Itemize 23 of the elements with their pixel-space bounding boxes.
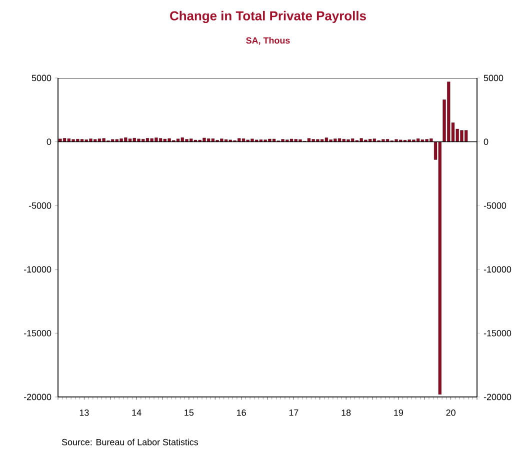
y-tick-label: 5000 bbox=[32, 74, 52, 82]
y2-tick-label: 0 bbox=[484, 138, 488, 145]
chart-subtitle: SA, Thous bbox=[246, 37, 290, 45]
y-tick-label: -10000 bbox=[24, 266, 52, 273]
y2-tick-label: -20000 bbox=[484, 394, 512, 400]
x-tick-label: 13 bbox=[80, 410, 89, 416]
y2-tick-label: 5000 bbox=[484, 74, 504, 82]
x-tick-label: 20 bbox=[446, 410, 456, 416]
y-tick-label: -15000 bbox=[24, 330, 52, 336]
y2-tick-label: -5000 bbox=[484, 202, 506, 209]
x-tick-label: 14 bbox=[132, 410, 142, 416]
x-tick-label: 19 bbox=[394, 410, 404, 416]
y-tick-label: 0 bbox=[46, 138, 52, 145]
x-tick-label: 18 bbox=[342, 410, 351, 416]
source-note: Source: Bureau of Labor Statistics bbox=[62, 438, 198, 446]
x-tick-label: 16 bbox=[237, 410, 246, 416]
y-tick-label: -5000 bbox=[28, 202, 52, 209]
x-tick-label: 15 bbox=[184, 410, 194, 416]
chart-title: Change in Total Private Payrolls bbox=[170, 10, 366, 24]
y-tick-label: -20000 bbox=[24, 394, 52, 400]
x-tick-label: 17 bbox=[289, 410, 298, 416]
y2-tick-label: -15000 bbox=[484, 330, 512, 336]
y2-tick-label: -10000 bbox=[484, 266, 512, 273]
